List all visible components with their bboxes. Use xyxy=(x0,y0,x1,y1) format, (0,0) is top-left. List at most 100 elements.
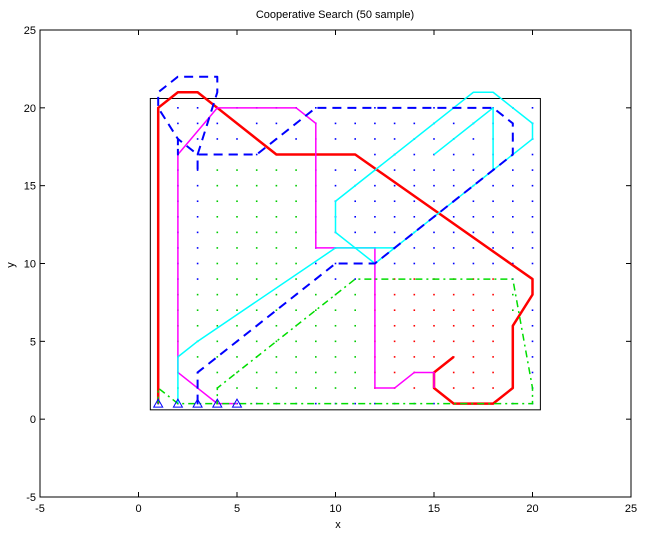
coverage-dot xyxy=(492,371,494,374)
coverage-dot xyxy=(393,340,396,343)
coverage-dot xyxy=(472,169,475,171)
start-marker xyxy=(152,398,164,408)
coverage-dot xyxy=(236,293,238,296)
coverage-dot xyxy=(393,293,396,296)
coverage-dot xyxy=(374,402,376,405)
coverage-dot xyxy=(374,153,376,156)
coverage-dot xyxy=(452,231,455,234)
coverage-dot xyxy=(334,138,337,140)
coverage-dot xyxy=(413,387,416,389)
coverage-dot xyxy=(236,387,238,389)
coverage-dot xyxy=(315,324,317,327)
coverage-dot xyxy=(216,247,219,249)
coverage-dot xyxy=(433,138,435,140)
coverage-dot xyxy=(275,200,278,203)
coverage-dot xyxy=(452,122,455,125)
coverage-dot xyxy=(393,138,396,140)
coverage-dot xyxy=(393,231,396,234)
coverage-dot xyxy=(413,356,416,358)
coverage-dot xyxy=(236,169,238,171)
coverage-dot xyxy=(472,278,475,280)
coverage-dot xyxy=(492,293,494,296)
coverage-dot xyxy=(354,169,356,171)
coverage-dot xyxy=(236,231,238,234)
coverage-dot xyxy=(374,231,376,234)
coverage-dot xyxy=(216,216,219,218)
coverage-dot xyxy=(255,247,258,249)
coverage-dot xyxy=(354,324,356,327)
coverage-dot xyxy=(275,293,278,296)
coverage-dot xyxy=(216,138,219,140)
start-marker xyxy=(172,398,184,408)
paths-layer xyxy=(156,75,534,405)
coverage-dot xyxy=(196,216,199,218)
y-tick-label: 10 xyxy=(24,259,36,271)
coverage-dot xyxy=(433,402,435,405)
coverage-dot xyxy=(512,200,514,203)
coverage-dot xyxy=(492,340,494,343)
coverage-dot xyxy=(255,169,258,171)
coverage-dot xyxy=(196,169,199,171)
coverage-dot xyxy=(413,200,416,203)
coverage-dot xyxy=(315,356,317,358)
coverage-dot xyxy=(512,216,514,218)
coverage-dot xyxy=(275,371,278,374)
coverage-dot xyxy=(531,371,534,374)
coverage-dot xyxy=(433,231,435,234)
coverage-dot xyxy=(492,184,494,187)
coverage-dot xyxy=(255,278,258,280)
coverage-dot xyxy=(452,324,455,327)
coverage-dot xyxy=(196,122,199,125)
coverage-dot xyxy=(295,340,297,343)
coverage-dot xyxy=(315,402,317,405)
coverage-dot xyxy=(196,356,199,358)
y-axis-ticks: -5 0 5 10 15 20 25 xyxy=(24,25,631,504)
coverage-dot xyxy=(393,200,396,203)
coverage-dot xyxy=(354,309,356,311)
coverage-dot xyxy=(255,387,258,389)
coverage-dot xyxy=(433,309,435,311)
coverage-dot xyxy=(334,262,337,265)
coverage-dot xyxy=(236,200,238,203)
coverage-dot xyxy=(275,216,278,218)
coverage-dot xyxy=(492,278,494,280)
coverage-dot xyxy=(472,247,475,249)
coverage-dot xyxy=(216,262,219,265)
coverage-dot xyxy=(472,371,475,374)
coverage-dot xyxy=(216,371,219,374)
coverage-dot xyxy=(354,293,356,296)
coverage-dot xyxy=(334,387,337,389)
coverage-dot xyxy=(315,387,317,389)
coverage-dot xyxy=(275,122,278,125)
coverage-dot xyxy=(354,138,356,140)
coverage-dot xyxy=(255,262,258,265)
coverage-dot xyxy=(196,138,199,140)
coverage-dot xyxy=(472,262,475,265)
coverage-dot xyxy=(177,122,179,125)
coverage-dot xyxy=(295,231,297,234)
coverage-dot xyxy=(531,169,534,171)
coverage-dot xyxy=(236,278,238,280)
coverage-dot xyxy=(512,184,514,187)
coverage-dot xyxy=(196,184,199,187)
path-series-2 xyxy=(177,107,435,405)
coverage-dot xyxy=(393,184,396,187)
coverage-dot xyxy=(472,231,475,234)
coverage-dot xyxy=(295,371,297,374)
coverage-dot xyxy=(512,247,514,249)
coverage-dot xyxy=(393,169,396,171)
coverage-dot xyxy=(196,200,199,203)
coverage-dot xyxy=(275,309,278,311)
coverage-dot xyxy=(196,293,199,296)
coverage-dot xyxy=(255,200,258,203)
coverage-dot xyxy=(433,107,435,109)
coverage-dot xyxy=(433,340,435,343)
coverage-dot xyxy=(295,184,297,187)
coverage-dot xyxy=(315,107,317,109)
coverage-dot xyxy=(413,262,416,265)
coverage-dot xyxy=(531,153,534,156)
x-tick-label: 20 xyxy=(526,503,538,515)
coverage-dot xyxy=(275,340,278,343)
coverage-dot xyxy=(452,247,455,249)
